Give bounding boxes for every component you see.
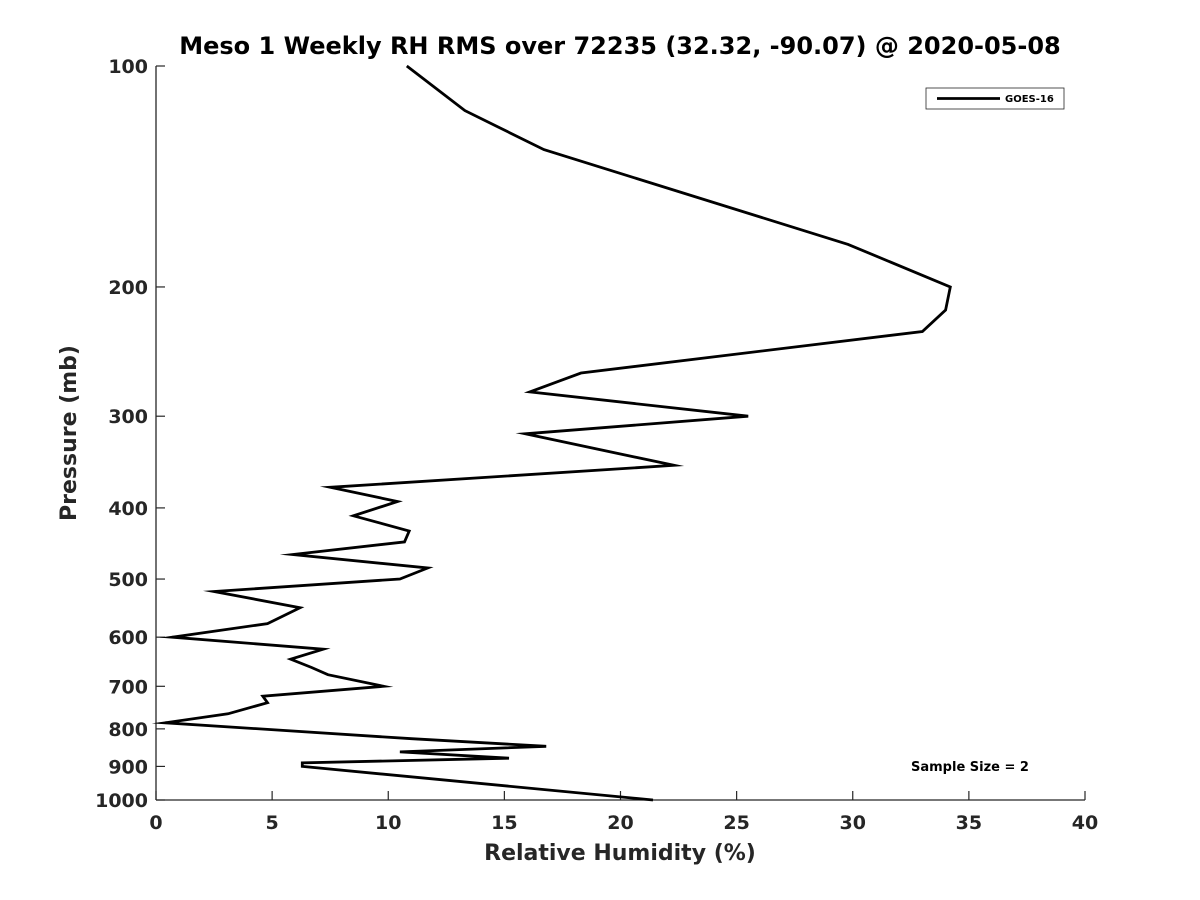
y-tick-label: 100 [108,56,148,78]
sample-size-annotation: Sample Size = 2 [911,760,1029,775]
x-tick-label: 25 [723,812,749,834]
y-tick-label: 800 [108,719,148,741]
x-tick-label: 40 [1072,812,1098,834]
x-tick-label: 5 [266,812,279,834]
y-tick-label: 300 [108,406,148,428]
y-tick-label: 500 [108,569,148,591]
axes [155,66,1085,801]
y-axis-label: Pressure (mb) [57,345,82,521]
legend-label-goes-16: GOES-16 [1005,94,1054,105]
series-group [151,64,952,802]
y-tick-label: 1000 [95,790,148,812]
x-tick-label: 10 [375,812,401,834]
series-line-goes-16 [151,64,952,802]
x-tick-label: 15 [491,812,517,834]
x-axis-label: Relative Humidity (%) [484,841,756,866]
legend: GOES-16 [925,87,1065,110]
chart-title: Meso 1 Weekly RH RMS over 72235 (32.32, … [179,32,1061,60]
y-tick-label: 600 [108,627,148,649]
y-tick-label: 400 [108,498,148,520]
y-tick-label: 200 [108,277,148,299]
x-ticks: 0 5 10 15 20 25 30 35 40 [149,791,1098,834]
y-ticks: 100 200 300 400 500 600 700 800 900 1000 [95,56,165,812]
x-tick-label: 30 [840,812,866,834]
y-tick-label: 900 [108,756,148,778]
x-tick-label: 20 [607,812,633,834]
x-tick-label: 0 [149,812,162,834]
y-tick-label: 700 [108,676,148,698]
x-tick-label: 35 [956,812,982,834]
